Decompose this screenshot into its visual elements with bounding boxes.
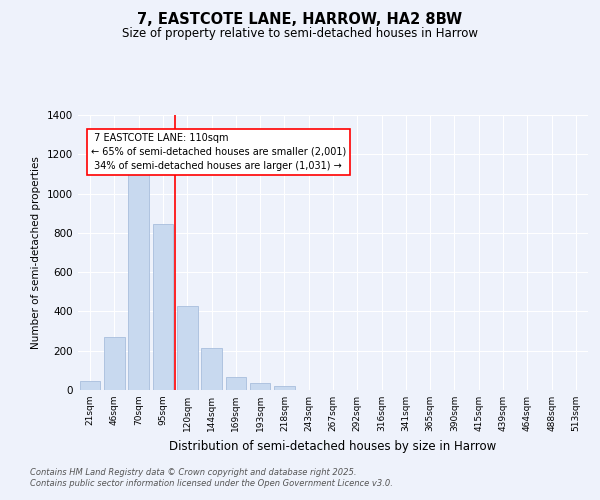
Bar [274,386,295,390]
Bar [104,337,125,390]
Bar [201,348,222,390]
Text: Size of property relative to semi-detached houses in Harrow: Size of property relative to semi-detach… [122,28,478,40]
Bar [80,381,100,390]
Text: 7 EASTCOTE LANE: 110sqm
← 65% of semi-detached houses are smaller (2,001)
 34% o: 7 EASTCOTE LANE: 110sqm ← 65% of semi-de… [91,132,347,170]
Text: 7, EASTCOTE LANE, HARROW, HA2 8BW: 7, EASTCOTE LANE, HARROW, HA2 8BW [137,12,463,28]
Bar [226,376,246,390]
Text: Contains HM Land Registry data © Crown copyright and database right 2025.
Contai: Contains HM Land Registry data © Crown c… [30,468,393,487]
Bar [177,306,197,390]
Bar [128,161,149,390]
Bar [152,224,173,390]
X-axis label: Distribution of semi-detached houses by size in Harrow: Distribution of semi-detached houses by … [169,440,497,452]
Bar [250,383,271,390]
Y-axis label: Number of semi-detached properties: Number of semi-detached properties [31,156,41,349]
